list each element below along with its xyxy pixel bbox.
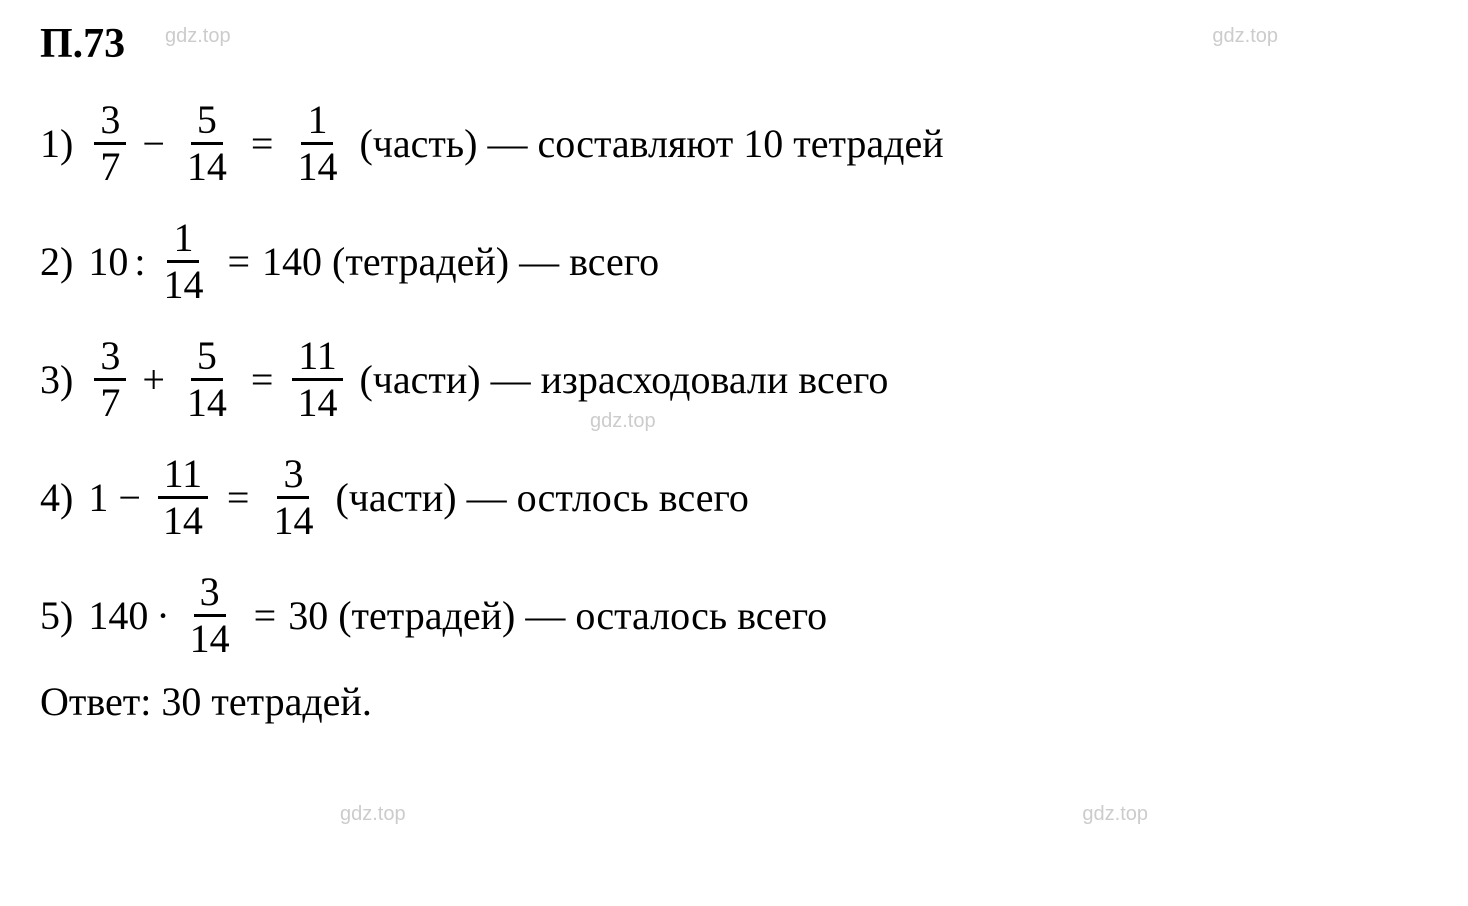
denominator: 14 [267, 499, 319, 541]
step-number: 4) [40, 474, 73, 521]
operator-plus: + [142, 356, 165, 403]
denominator: 14 [184, 617, 236, 659]
step-explanation: (часть) — составляют 10 тетрадей [359, 120, 943, 167]
equals-sign: = [227, 238, 250, 285]
fraction: 5 14 [181, 100, 233, 187]
step-number: 5) [40, 592, 73, 639]
solution-step-3: 3) 3 7 + 5 14 = 11 14 (части) — израсход… [40, 324, 1428, 434]
solution-step-1: 1) 3 7 − 5 14 = 1 14 (часть) — составляю… [40, 88, 1428, 198]
numerator: 11 [292, 336, 343, 381]
numerator: 3 [94, 336, 126, 381]
number-prefix: 10 [88, 238, 128, 285]
numerator: 3 [94, 100, 126, 145]
watermark: gdz.top [165, 25, 231, 48]
fraction: 3 7 [94, 336, 126, 423]
operator-multiply: · [156, 592, 169, 639]
fraction: 1 14 [157, 218, 209, 305]
step-explanation: (части) — израсходовали всего [359, 356, 888, 403]
numerator: 3 [277, 454, 309, 499]
solution-step-2: 2) 10 : 1 14 = 140 (тетрадей) — всего [40, 206, 1428, 316]
fraction: 11 14 [291, 336, 343, 423]
denominator: 14 [181, 381, 233, 423]
denominator: 14 [157, 263, 209, 305]
denominator: 7 [94, 145, 126, 187]
numerator: 11 [158, 454, 209, 499]
watermark: gdz.top [590, 410, 656, 433]
equals-sign: = [251, 356, 274, 403]
result-number: 140 [262, 238, 322, 285]
step-explanation: (тетрадей) — всего [332, 238, 659, 285]
denominator: 14 [291, 145, 343, 187]
fraction: 5 14 [181, 336, 233, 423]
denominator: 14 [291, 381, 343, 423]
watermark: gdz.top [1212, 25, 1278, 48]
number-prefix: 1 [88, 474, 108, 521]
numerator: 1 [301, 100, 333, 145]
result-number: 30 [288, 592, 328, 639]
fraction: 3 7 [94, 100, 126, 187]
denominator: 14 [181, 145, 233, 187]
fraction: 3 14 [267, 454, 319, 541]
numerator: 3 [194, 572, 226, 617]
watermark: gdz.top [1082, 803, 1148, 826]
numerator: 5 [191, 100, 223, 145]
fraction: 3 14 [184, 572, 236, 659]
step-number: 2) [40, 238, 73, 285]
operator-minus: − [142, 120, 165, 167]
operator-divide: : [134, 238, 145, 285]
equals-sign: = [254, 592, 277, 639]
watermark: gdz.top [340, 803, 406, 826]
fraction: 1 14 [291, 100, 343, 187]
equals-sign: = [227, 474, 250, 521]
number-prefix: 140 [88, 592, 148, 639]
equals-sign: = [251, 120, 274, 167]
step-number: 3) [40, 356, 73, 403]
step-explanation: (части) — остлось всего [335, 474, 748, 521]
solution-step-5: 5) 140 · 3 14 = 30 (тетрадей) — осталось… [40, 560, 1428, 670]
fraction: 11 14 [157, 454, 209, 541]
solution-step-4: 4) 1 − 11 14 = 3 14 (части) — остлось вс… [40, 442, 1428, 552]
final-answer: Ответ: 30 тетрадей. [40, 678, 1428, 725]
denominator: 7 [94, 381, 126, 423]
operator-minus: − [118, 474, 141, 521]
step-explanation: (тетрадей) — осталось всего [338, 592, 827, 639]
numerator: 1 [167, 218, 199, 263]
numerator: 5 [191, 336, 223, 381]
denominator: 14 [157, 499, 209, 541]
step-number: 1) [40, 120, 73, 167]
